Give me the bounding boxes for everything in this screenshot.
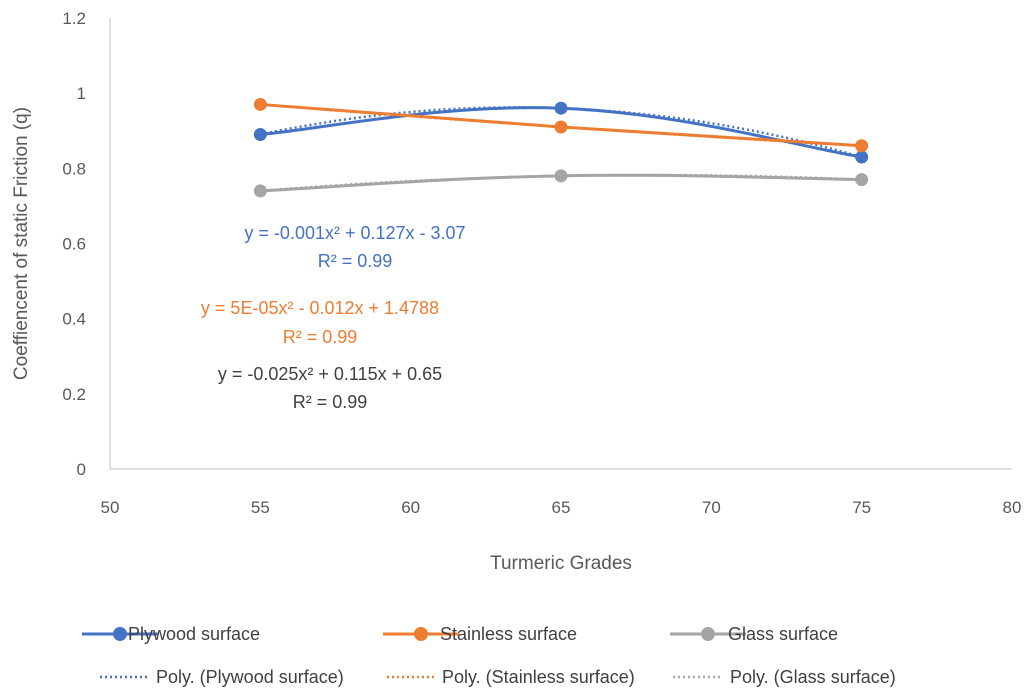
data-point-0-1	[554, 101, 568, 115]
y-tick-labels: 0 0.2 0.4 0.6 0.8 1 1.2	[62, 9, 86, 479]
legend-label: Stainless surface	[440, 624, 577, 644]
legend-label: Poly. (Plywood surface)	[156, 667, 344, 687]
y-tick-label: 1.2	[62, 9, 86, 28]
x-tick-label: 60	[401, 498, 420, 517]
data-point-2-1	[554, 169, 568, 183]
data-point-0-0	[253, 128, 267, 142]
legend-label: Poly. (Glass surface)	[730, 667, 896, 687]
trendline-equations: y = -0.001x² + 0.127x - 3.07 R² = 0.99 y =…	[201, 223, 466, 412]
x-axis-title: Turmeric Grades	[490, 553, 632, 574]
x-tick-label: 80	[1003, 498, 1022, 517]
trendline-equation: y = 5E-05x² - 0.012x + 1.4788	[201, 298, 439, 318]
y-axis-title: Coeffiencent of static Friction (q)	[11, 107, 32, 380]
y-tick-label: 1	[77, 84, 86, 103]
series-lines	[253, 97, 869, 198]
data-point-1-1	[554, 120, 568, 134]
x-tick-label: 50	[101, 498, 120, 517]
y-tick-label: 0.2	[62, 385, 86, 404]
trendline-r2: R² = 0.99	[283, 327, 358, 347]
data-point-0-2	[855, 150, 869, 164]
y-tick-label: 0.8	[62, 159, 86, 178]
x-tick-labels: 50 55 60 65 70 75 80	[101, 498, 1022, 517]
legend-marker-1	[414, 627, 428, 641]
data-point-1-0	[253, 97, 267, 111]
trendline-equation: y = -0.025x² + 0.115x + 0.65	[218, 364, 442, 384]
legend-label: Plywood surface	[128, 624, 260, 644]
trendline-equation: y = -0.001x² + 0.127x - 3.07	[244, 223, 465, 243]
y-tick-label: 0.4	[62, 310, 86, 329]
y-tick-label: 0	[77, 460, 86, 479]
legend: Plywood surface Stainless surface Glass su…	[82, 624, 896, 687]
data-point-2-0	[253, 184, 267, 198]
x-tick-label: 65	[552, 498, 571, 517]
legend-marker-0	[113, 627, 127, 641]
axes	[109, 18, 1012, 470]
trendline-r2: R² = 0.99	[293, 392, 368, 412]
x-tick-label: 75	[852, 498, 871, 517]
legend-label: Glass surface	[728, 624, 838, 644]
legend-marker-2	[701, 627, 715, 641]
x-tick-label: 55	[251, 498, 270, 517]
legend-label: Poly. (Stainless surface)	[442, 667, 635, 687]
x-tick-label: 70	[702, 498, 721, 517]
trendline-0	[260, 106, 863, 159]
trendline-r2: R² = 0.99	[318, 251, 393, 271]
data-point-2-2	[855, 173, 869, 187]
y-tick-label: 0.6	[62, 235, 86, 254]
data-point-1-2	[855, 139, 869, 153]
